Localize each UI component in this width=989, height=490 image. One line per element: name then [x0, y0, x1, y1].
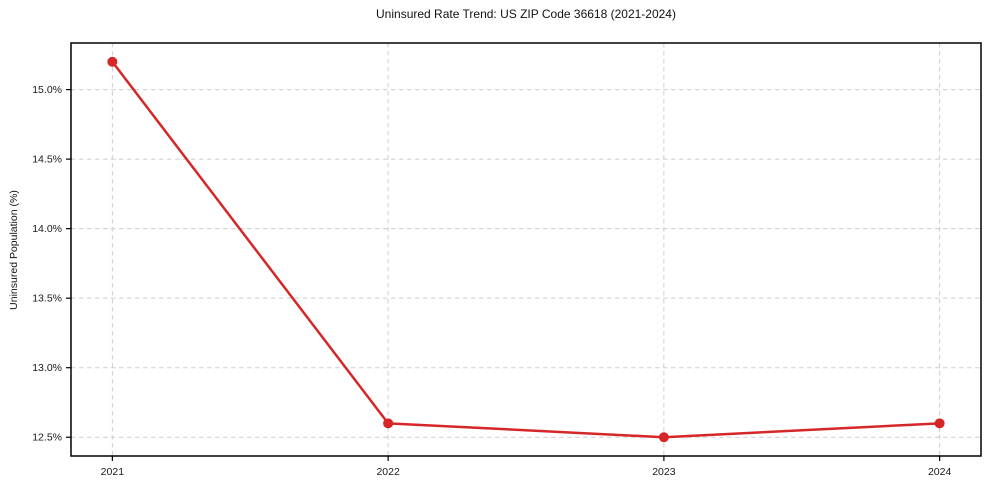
- data-point: [383, 418, 394, 429]
- chart-title: Uninsured Rate Trend: US ZIP Code 36618 …: [376, 7, 676, 21]
- y-tick-label: 15.0%: [32, 84, 62, 96]
- trend-line: [111, 60, 941, 439]
- x-tick-label: 2021: [101, 466, 125, 478]
- data-point: [658, 432, 669, 443]
- y-tick-label: 14.5%: [32, 154, 62, 166]
- x-tick-label: 2023: [652, 466, 676, 478]
- y-tick-label: 13.0%: [32, 362, 62, 374]
- data-point: [107, 56, 118, 67]
- data-point: [934, 418, 945, 429]
- y-tick-label: 14.0%: [32, 223, 62, 235]
- x-tick-label: 2022: [376, 466, 400, 478]
- x-tick-label: 2024: [928, 466, 952, 478]
- y-tick-label: 12.5%: [32, 432, 62, 444]
- y-tick-label: 13.5%: [32, 293, 62, 305]
- plot-border: [70, 42, 982, 457]
